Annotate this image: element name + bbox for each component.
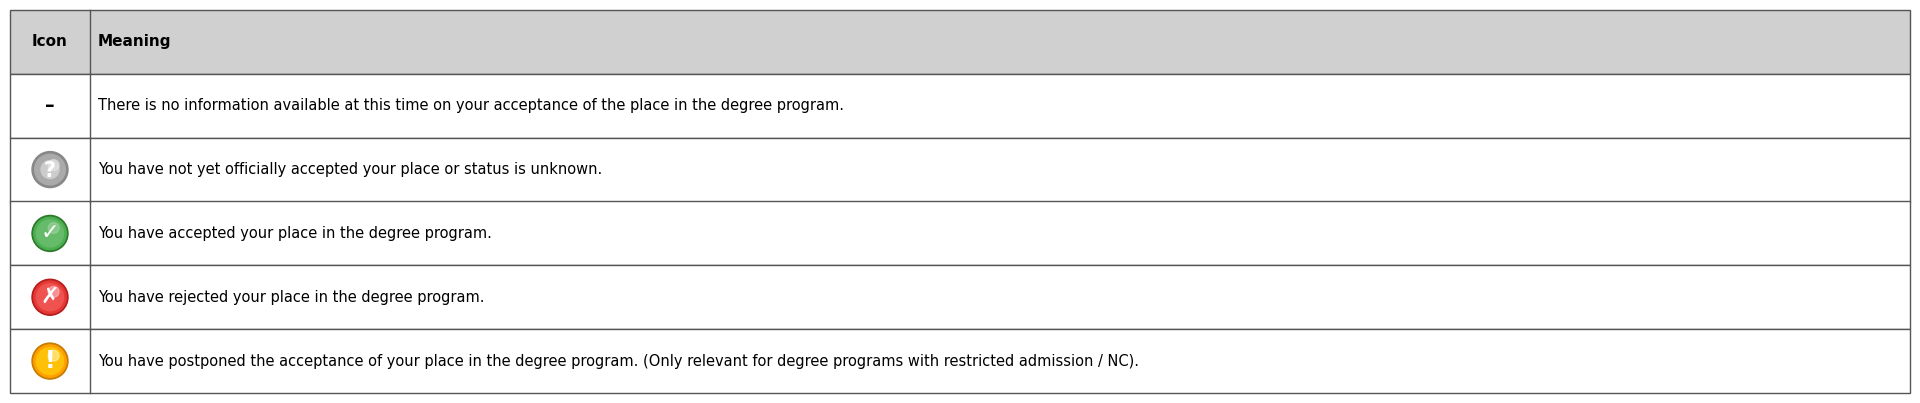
Bar bbox=[10, 265, 1910, 329]
Circle shape bbox=[36, 284, 63, 311]
Text: There is no information available at this time on your acceptance of the place i: There is no information available at thi… bbox=[98, 98, 845, 113]
Circle shape bbox=[35, 281, 65, 314]
Circle shape bbox=[33, 343, 67, 379]
Circle shape bbox=[33, 279, 67, 315]
Text: Icon: Icon bbox=[33, 34, 67, 50]
Circle shape bbox=[40, 160, 60, 179]
Circle shape bbox=[48, 350, 60, 361]
Bar bbox=[10, 74, 1910, 138]
Circle shape bbox=[33, 152, 67, 187]
Bar bbox=[10, 202, 1910, 265]
Text: You have postponed the acceptance of your place in the degree program. (Only rel: You have postponed the acceptance of you… bbox=[98, 353, 1139, 369]
Circle shape bbox=[48, 287, 60, 297]
Text: You have not yet officially accepted your place or status is unknown.: You have not yet officially accepted you… bbox=[98, 162, 603, 177]
Bar bbox=[10, 10, 1910, 74]
Bar bbox=[10, 138, 1910, 202]
Circle shape bbox=[36, 347, 63, 374]
Circle shape bbox=[36, 220, 63, 247]
Text: You have accepted your place in the degree program.: You have accepted your place in the degr… bbox=[98, 226, 492, 241]
Text: !: ! bbox=[44, 349, 56, 373]
Text: ✗: ✗ bbox=[40, 287, 60, 307]
Circle shape bbox=[48, 160, 60, 170]
Text: You have rejected your place in the degree program.: You have rejected your place in the degr… bbox=[98, 290, 484, 305]
Text: ?: ? bbox=[44, 160, 56, 181]
Text: ✓: ✓ bbox=[40, 223, 60, 243]
Text: –: – bbox=[46, 96, 56, 115]
Circle shape bbox=[35, 154, 65, 185]
Circle shape bbox=[35, 345, 65, 377]
Bar bbox=[10, 329, 1910, 393]
Circle shape bbox=[33, 216, 67, 251]
Circle shape bbox=[48, 222, 60, 233]
Text: Meaning: Meaning bbox=[98, 34, 171, 50]
Circle shape bbox=[35, 217, 65, 249]
